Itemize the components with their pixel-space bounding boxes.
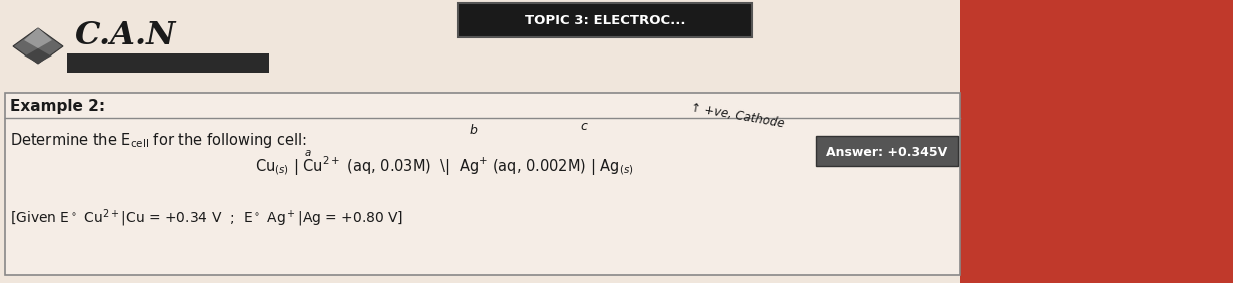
Text: b: b — [470, 123, 478, 136]
Text: Cu$_{(s)}$ | $\overset{a}{\mathrm{C}}$u$^{2+}$ (aq, 0.03M)  \|  Ag$^{+}$ (aq, 0.: Cu$_{(s)}$ | $\overset{a}{\mathrm{C}}$u$… — [255, 149, 634, 177]
Text: [Given E$^\circ$ Cu$^{2+}$|Cu = +0.34 V  ;  E$^\circ$ Ag$^+$|Ag = +0.80 V]: [Given E$^\circ$ Cu$^{2+}$|Cu = +0.34 V … — [10, 207, 403, 229]
Text: C.A.N: C.A.N — [75, 20, 176, 50]
Text: Determine the E$_{\mathrm{cell}}$ for the following cell:: Determine the E$_{\mathrm{cell}}$ for th… — [10, 130, 307, 149]
FancyBboxPatch shape — [457, 3, 752, 37]
Text: Example 2:: Example 2: — [10, 100, 105, 115]
Text: Answer: +0.345V: Answer: +0.345V — [826, 147, 948, 160]
FancyBboxPatch shape — [67, 53, 269, 73]
Bar — [961, 0, 1233, 283]
Text: c: c — [580, 119, 587, 132]
Polygon shape — [23, 28, 52, 48]
Text: ↑ +ve, Cathode: ↑ +ve, Cathode — [690, 101, 785, 131]
Polygon shape — [23, 48, 52, 64]
Text: TOPIC 3: ELECTROC...: TOPIC 3: ELECTROC... — [525, 14, 686, 27]
FancyBboxPatch shape — [5, 93, 961, 275]
Polygon shape — [14, 28, 63, 64]
FancyBboxPatch shape — [816, 136, 958, 166]
Text: CHEMISTRY AWESOME NOTES: CHEMISTRY AWESOME NOTES — [92, 59, 243, 68]
